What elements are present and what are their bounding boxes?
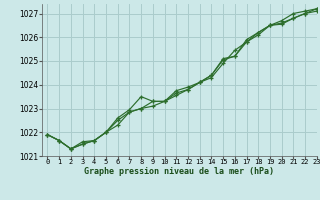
X-axis label: Graphe pression niveau de la mer (hPa): Graphe pression niveau de la mer (hPa)	[84, 167, 274, 176]
